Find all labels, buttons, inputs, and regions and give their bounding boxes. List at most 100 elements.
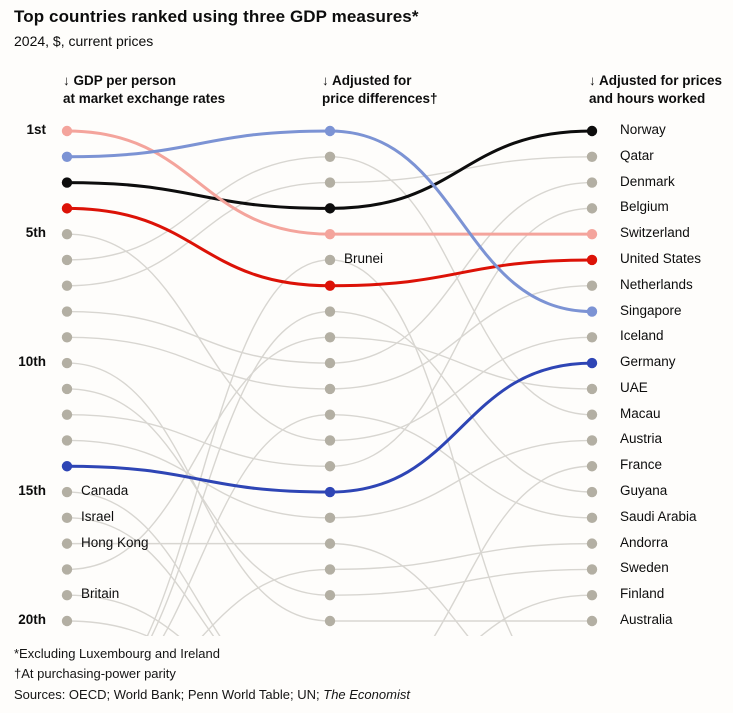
- rank-tick-10th: 10th: [18, 354, 46, 370]
- column-header-line: ↓ GDP per person: [63, 73, 177, 88]
- country-dot: [61, 435, 73, 446]
- country-label-norway: Norway: [620, 122, 666, 137]
- country-label-hong-kong: Hong Kong: [81, 534, 149, 550]
- rank-tick-1st: 1st: [26, 122, 46, 137]
- country-dot: [324, 461, 336, 472]
- country-dot: [324, 512, 336, 524]
- country-label-saudi-arabia: Saudi Arabia: [620, 508, 697, 524]
- bg-line-austria: [329, 439, 593, 519]
- footnote-exclusions: *Excluding Luxembourg and Ireland: [14, 646, 220, 661]
- country-dot: [324, 538, 336, 549]
- bg-line-andorra: [201, 568, 331, 636]
- country-label-finland: Finland: [620, 586, 665, 602]
- bg-line-finland: [479, 594, 593, 636]
- country-label-guyana: Guyana: [620, 483, 668, 499]
- bg-line-guyana: [329, 310, 593, 493]
- bg-line-israel: [66, 517, 215, 636]
- bg-line-finland: [66, 620, 149, 636]
- bg-line-netherlands: [66, 336, 331, 390]
- country-dot: [324, 306, 336, 317]
- bg-line-iceland: [329, 336, 593, 442]
- country-dot-singapore: [61, 151, 73, 162]
- column-header-market-exchange: ↓ GDP per person at market exchange rate…: [63, 72, 225, 108]
- country-dot: [324, 615, 336, 627]
- country-dot: [586, 203, 598, 214]
- country-label-switzerland: Switzerland: [620, 225, 690, 241]
- country-dot-germany: [324, 486, 336, 498]
- chart-title: Top countries ranked using three GDP mea…: [14, 7, 419, 26]
- series-line-united-states: [65, 206, 332, 288]
- column-header-line: price differences†: [322, 91, 438, 106]
- country-dot-norway: [586, 125, 598, 137]
- bg-line-guyana: [150, 310, 331, 636]
- bg-line-saudi-arabia: [329, 413, 593, 519]
- country-label-united-states: United States: [620, 250, 702, 266]
- country-label-denmark: Denmark: [620, 173, 675, 189]
- country-label-sweden: Sweden: [620, 560, 669, 576]
- country-dot: [61, 564, 73, 575]
- series-line-switzerland: [65, 129, 332, 236]
- column-header-price-adjusted: ↓ Adjusted for price differences†: [322, 72, 438, 108]
- bg-line-france: [433, 465, 593, 636]
- bg-line-qatar: [66, 181, 331, 287]
- column-header-line: and hours worked: [589, 91, 706, 106]
- country-dot: [61, 306, 73, 317]
- country-dot: [324, 435, 336, 446]
- bg-line-iceland: [66, 233, 331, 442]
- country-dot: [61, 615, 73, 627]
- country-label-singapore: Singapore: [620, 302, 682, 318]
- country-dot-germany: [61, 461, 73, 472]
- column-header-line: at market exchange rates: [63, 91, 226, 106]
- country-dot: [61, 332, 73, 343]
- country-label-israel: Israel: [81, 508, 115, 524]
- country-dot: [324, 409, 336, 420]
- bg-line-britain: [66, 594, 180, 636]
- bg-line-sweden: [329, 568, 593, 596]
- bg-line-canada: [66, 491, 221, 636]
- country-label-australia: Australia: [620, 611, 673, 627]
- column-header-line: ↓ Adjusted for prices: [589, 73, 723, 88]
- country-dot: [324, 564, 336, 575]
- rank-tick-5th: 5th: [25, 225, 46, 241]
- bg-line-brunei: [329, 259, 513, 636]
- series-line-germany: [65, 464, 332, 494]
- country-dot: [61, 538, 73, 549]
- country-dot: [586, 564, 598, 575]
- series-line-singapore: [65, 129, 332, 159]
- country-dot: [324, 332, 336, 343]
- country-dot-germany: [586, 357, 598, 369]
- country-dot: [61, 228, 73, 240]
- country-dot-switzerland: [586, 228, 598, 240]
- series-line-norway: [328, 129, 594, 210]
- country-dot: [586, 615, 598, 627]
- country-dot: [324, 357, 336, 369]
- country-dot: [324, 590, 336, 601]
- country-label-canada: Canada: [81, 483, 129, 499]
- country-dot: [586, 280, 598, 291]
- country-dot-switzerland: [324, 228, 336, 240]
- series-line-norway: [65, 181, 332, 210]
- country-dot: [586, 435, 598, 446]
- bg-line-belgium: [66, 413, 331, 467]
- country-dot: [586, 512, 598, 524]
- country-label-iceland: Iceland: [620, 328, 664, 344]
- country-dot: [324, 383, 336, 395]
- bg-line-brunei: [146, 259, 331, 636]
- country-dot: [324, 151, 336, 162]
- country-dot: [61, 280, 73, 291]
- column-header-hours-adjusted: ↓ Adjusted for prices and hours worked: [589, 72, 722, 108]
- country-dot: [324, 177, 336, 188]
- bg-line-macau: [329, 156, 593, 416]
- country-dot: [61, 254, 73, 266]
- country-label-macau: Macau: [620, 405, 661, 421]
- source-publisher: The Economist: [323, 687, 410, 702]
- bg-line-andorra: [329, 542, 593, 571]
- series-line-united-states: [328, 258, 594, 288]
- country-label-qatar: Qatar: [620, 147, 654, 163]
- country-label-uae: UAE: [620, 379, 648, 395]
- bump-chart-canvas: [61, 125, 598, 636]
- country-dot-singapore: [586, 306, 598, 317]
- country-dot: [586, 461, 598, 472]
- rank-tick-20th: 20th: [18, 611, 46, 627]
